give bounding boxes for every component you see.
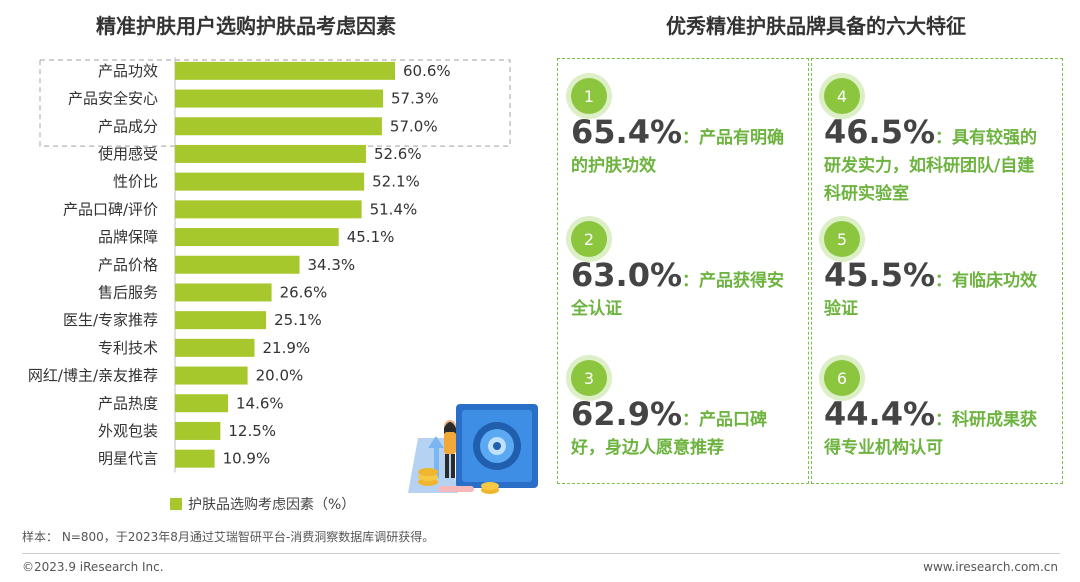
feature-percent: 46.5% bbox=[824, 113, 936, 151]
feature-number-badge: 3 bbox=[571, 360, 607, 396]
value-label: 52.1% bbox=[372, 173, 420, 191]
category-label: 使用感受 bbox=[98, 145, 158, 163]
value-label: 45.1% bbox=[347, 228, 395, 246]
website-link[interactable]: www.iresearch.com.cn bbox=[923, 560, 1058, 574]
feature-percent: 65.4% bbox=[571, 113, 683, 151]
highlight-box bbox=[39, 59, 511, 147]
feature-text: 46.5%：具有较强的研发实力，如科研团队/自建科研实验室 bbox=[824, 116, 1050, 208]
bar bbox=[175, 255, 300, 274]
category-label: 明星代言 bbox=[98, 450, 158, 468]
copyright: ©2023.9 iResearch Inc. bbox=[22, 560, 164, 574]
legend-swatch bbox=[170, 498, 182, 510]
chart-legend: 护肤品选购考虑因素（%） bbox=[170, 494, 355, 514]
bar bbox=[175, 449, 215, 468]
feature-text: 45.5%：有临床功效验证 bbox=[824, 259, 1044, 323]
value-label: 52.6% bbox=[374, 145, 422, 163]
category-label: 医生/专家推荐 bbox=[63, 311, 158, 329]
feature-item: 2 63.0%：产品获得安全认证 bbox=[571, 221, 791, 323]
legend-label: 护肤品选购考虑因素（%） bbox=[188, 497, 356, 513]
feature-panel-right bbox=[811, 58, 1063, 484]
category-label: 网红/博主/亲友推荐 bbox=[28, 367, 158, 385]
category-label: 售后服务 bbox=[98, 283, 158, 301]
bar-chart: 产品功效 60.6% 产品安全安心 57.3% 产品成分 57.0% 使用感受 52.6% 性价… bbox=[28, 57, 511, 473]
category-label: 产品价格 bbox=[98, 256, 158, 274]
category-label: 外观包装 bbox=[98, 422, 158, 440]
value-label: 25.1% bbox=[274, 311, 322, 329]
feature-number-badge: 4 bbox=[824, 78, 860, 114]
feature-number-badge: 2 bbox=[571, 221, 607, 257]
feature-item: 3 62.9%：产品口碑好，身边人愿意推荐 bbox=[571, 360, 791, 462]
value-label: 21.9% bbox=[263, 339, 311, 357]
feature-description: ：具有较强的研发实力，如科研团队/自建科研实验室 bbox=[824, 128, 1038, 204]
feature-percent: 62.9% bbox=[571, 395, 683, 433]
feature-description: ：产品有明确的护肤功效 bbox=[571, 128, 785, 176]
category-label: 产品功效 bbox=[98, 62, 158, 80]
bar bbox=[175, 283, 272, 302]
value-label: 34.3% bbox=[308, 256, 356, 274]
bar bbox=[175, 200, 362, 219]
bar bbox=[175, 117, 382, 136]
feature-text: 65.4%：产品有明确的护肤功效 bbox=[571, 116, 791, 180]
value-label: 26.6% bbox=[280, 283, 328, 301]
value-label: 10.9% bbox=[223, 450, 271, 468]
category-label: 品牌保障 bbox=[98, 228, 158, 246]
feature-percent: 45.5% bbox=[824, 256, 936, 294]
value-label: 57.3% bbox=[391, 90, 439, 108]
category-label: 产品口碑/评价 bbox=[63, 200, 158, 218]
feature-item: 5 45.5%：有临床功效验证 bbox=[824, 221, 1044, 323]
feature-text: 62.9%：产品口碑好，身边人愿意推荐 bbox=[571, 398, 791, 462]
feature-text: 63.0%：产品获得安全认证 bbox=[571, 259, 791, 323]
value-label: 60.6% bbox=[403, 62, 451, 80]
feature-panel-left bbox=[557, 58, 809, 484]
bar bbox=[175, 366, 248, 385]
category-label: 产品安全安心 bbox=[68, 90, 158, 108]
feature-description: ：产品口碑好，身边人愿意推荐 bbox=[571, 410, 768, 458]
bar bbox=[175, 61, 395, 80]
feature-number-badge: 1 bbox=[571, 78, 607, 114]
value-label: 51.4% bbox=[370, 200, 418, 218]
safe-illustration bbox=[408, 404, 538, 494]
sample-note: 样本： N=800，于2023年8月通过艾瑞智研平台-消费洞察数据库调研获得。 bbox=[22, 530, 435, 544]
feature-description: ：有临床功效验证 bbox=[824, 271, 1038, 319]
value-label: 20.0% bbox=[256, 367, 304, 385]
feature-number-badge: 5 bbox=[824, 221, 860, 257]
feature-description: ：产品获得安全认证 bbox=[571, 271, 785, 319]
feature-item: 1 65.4%：产品有明确的护肤功效 bbox=[571, 78, 791, 180]
feature-description: ：科研成果获得专业机构认可 bbox=[824, 410, 1038, 458]
category-label: 产品热度 bbox=[98, 394, 158, 412]
right-panel-title: 优秀精准护肤品牌具备的六大特征 bbox=[666, 14, 966, 38]
feature-text: 44.4%：科研成果获得专业机构认可 bbox=[824, 398, 1044, 462]
feature-percent: 63.0% bbox=[571, 256, 683, 294]
value-label: 14.6% bbox=[236, 394, 284, 412]
category-label: 产品成分 bbox=[98, 117, 158, 135]
bar bbox=[175, 338, 255, 357]
bar bbox=[175, 421, 221, 440]
left-chart-title: 精准护肤用户选购护肤品考虑因素 bbox=[96, 14, 396, 38]
feature-number-badge: 6 bbox=[824, 360, 860, 396]
bar bbox=[175, 394, 229, 413]
bar bbox=[175, 172, 365, 191]
bar bbox=[175, 311, 267, 330]
bar bbox=[175, 89, 384, 108]
feature-item: 6 44.4%：科研成果获得专业机构认可 bbox=[824, 360, 1044, 462]
value-label: 12.5% bbox=[228, 422, 276, 440]
value-label: 57.0% bbox=[390, 117, 438, 135]
feature-item: 4 46.5%：具有较强的研发实力，如科研团队/自建科研实验室 bbox=[824, 78, 1050, 208]
footer-divider bbox=[22, 553, 1060, 554]
bar bbox=[175, 144, 366, 163]
category-label: 性价比 bbox=[113, 173, 158, 191]
category-label: 专利技术 bbox=[98, 339, 158, 357]
feature-percent: 44.4% bbox=[824, 395, 936, 433]
bar bbox=[175, 228, 339, 247]
